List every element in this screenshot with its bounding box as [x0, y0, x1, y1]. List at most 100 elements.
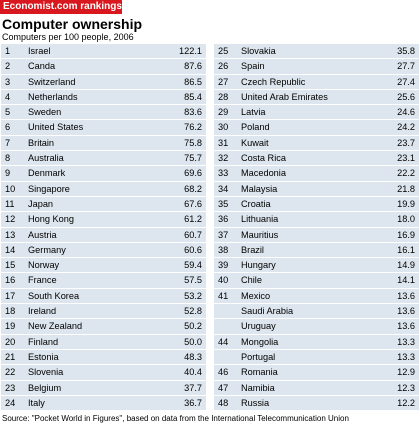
value-cell: 13.6	[397, 290, 415, 301]
country-cell: Portugal	[241, 351, 276, 362]
table-row: 33 Macedonia 22.2	[214, 166, 419, 182]
table-row: 6 United States 76.2	[1, 120, 206, 136]
rank-cell: 23	[5, 382, 16, 393]
country-cell: Chile	[241, 275, 262, 286]
rank-cell: 40	[218, 275, 229, 286]
rank-cell: 10	[5, 183, 16, 194]
value-cell: 40.4	[184, 367, 202, 378]
country-cell: Czech Republic	[241, 76, 306, 87]
rank-cell: 22	[5, 367, 16, 378]
value-cell: 35.8	[397, 46, 415, 56]
country-cell: Namibia	[241, 382, 275, 393]
table-row: 34 Malaysia 21.8	[214, 182, 419, 197]
country-cell: Saudi Arabia	[241, 306, 294, 317]
country-cell: Hungary	[241, 260, 276, 271]
rank-cell: 33	[218, 168, 229, 179]
value-cell: 48.3	[184, 351, 202, 362]
rank-cell: 21	[5, 351, 16, 362]
table-row: 30 Poland 24.2	[214, 120, 419, 136]
table-row: 36 Lithuania 18.0	[214, 212, 419, 228]
value-cell: 83.6	[184, 107, 202, 118]
value-cell: 21.8	[397, 183, 415, 194]
country-cell: Norway	[28, 260, 60, 271]
table-row: 31 Kuwait 23.7	[214, 136, 419, 152]
table-row: 29 Latvia 24.6	[214, 105, 419, 121]
table-row: 1 Israel 122.1	[1, 44, 206, 60]
country-cell: Russia	[241, 397, 270, 408]
country-cell: Sweden	[28, 107, 62, 118]
value-cell: 50.0	[184, 336, 202, 347]
table-row: Uruguay 13.6	[214, 319, 419, 335]
table-row: 7 Britain 75.8	[1, 136, 206, 152]
value-cell: 24.2	[397, 122, 415, 133]
value-cell: 13.3	[397, 351, 415, 362]
rank-cell: 20	[5, 336, 16, 347]
country-cell: Denmark	[28, 168, 66, 179]
rank-cell: 48	[218, 397, 229, 408]
value-cell: 50.2	[184, 321, 202, 332]
country-cell: Slovakia	[241, 46, 276, 56]
rank-cell: 28	[218, 91, 229, 102]
rank-cell: 6	[5, 122, 11, 133]
country-cell: New Zealand	[28, 321, 83, 332]
table-row: 12 Hong Kong 61.2	[1, 212, 206, 228]
value-cell: 122.1	[179, 46, 202, 56]
rank-cell: 36	[218, 214, 229, 225]
country-cell: Macedonia	[241, 168, 286, 179]
rank-cell: 35	[218, 198, 229, 209]
country-cell: Brazil	[241, 244, 264, 255]
value-cell: 13.6	[397, 306, 415, 317]
table-row: 41 Mexico 13.6	[214, 289, 419, 305]
value-cell: 57.5	[184, 275, 202, 286]
rank-cell: 30	[218, 122, 229, 133]
value-cell: 12.9	[397, 367, 415, 378]
value-cell: 75.8	[184, 137, 202, 148]
rank-cell: 38	[218, 244, 229, 255]
table-row: 37 Mauritius 16.9	[214, 228, 419, 243]
value-cell: 87.6	[184, 61, 202, 72]
value-cell: 12.2	[397, 397, 415, 408]
rank-cell: 26	[218, 61, 229, 72]
value-cell: 13.3	[397, 336, 415, 347]
rank-cell: 16	[5, 275, 16, 286]
rank-cell: 11	[5, 198, 15, 209]
value-cell: 27.7	[397, 61, 415, 72]
value-cell: 23.7	[397, 137, 415, 148]
table-row: 2 Canda 87.6	[1, 59, 206, 75]
value-cell: 69.6	[184, 168, 202, 179]
table-row: 44 Mongolia 13.3	[214, 335, 419, 350]
table-row: 35 Croatia 19.9	[214, 197, 419, 213]
country-cell: Slovenia	[28, 367, 64, 378]
country-cell: Singapore	[28, 183, 70, 194]
rank-cell: 7	[5, 137, 11, 148]
table-row: 3 Switzerland 86.5	[1, 75, 206, 90]
value-cell: 59.4	[184, 260, 202, 271]
value-cell: 86.5	[184, 76, 202, 87]
value-cell: 14.9	[397, 260, 415, 271]
rank-cell: 27	[218, 76, 229, 87]
value-cell: 25.6	[397, 91, 415, 102]
table-row: 9 Denmark 69.6	[1, 166, 206, 182]
country-cell: Germany	[28, 244, 66, 255]
rank-cell: 8	[5, 153, 11, 164]
rank-cell: 29	[218, 107, 229, 118]
value-cell: 16.9	[397, 229, 415, 240]
source-note: Source: "Pocket World in Figures", based…	[2, 414, 349, 423]
country-cell: Poland	[241, 122, 270, 133]
rank-cell: 1	[5, 46, 11, 56]
table-row: 20 Finland 50.0	[1, 335, 206, 350]
value-cell: 60.6	[184, 244, 202, 255]
rank-cell: 25	[218, 46, 229, 56]
country-cell: Croatia	[241, 198, 271, 209]
country-cell: Romania	[241, 367, 278, 378]
table-row: 8 Australia 75.7	[1, 151, 206, 167]
table-row: 48 Russia 12.2	[214, 396, 419, 412]
country-cell: Austria	[28, 229, 57, 240]
value-cell: 13.6	[397, 321, 415, 332]
table-row: 10 Singapore 68.2	[1, 182, 206, 197]
table-row: 46 Romania 12.9	[214, 365, 419, 381]
table-title: Computer ownership	[2, 16, 143, 32]
table-row: 4 Netherlands 85.4	[1, 90, 206, 106]
rank-cell: 9	[5, 168, 11, 179]
rank-cell: 15	[5, 260, 16, 271]
